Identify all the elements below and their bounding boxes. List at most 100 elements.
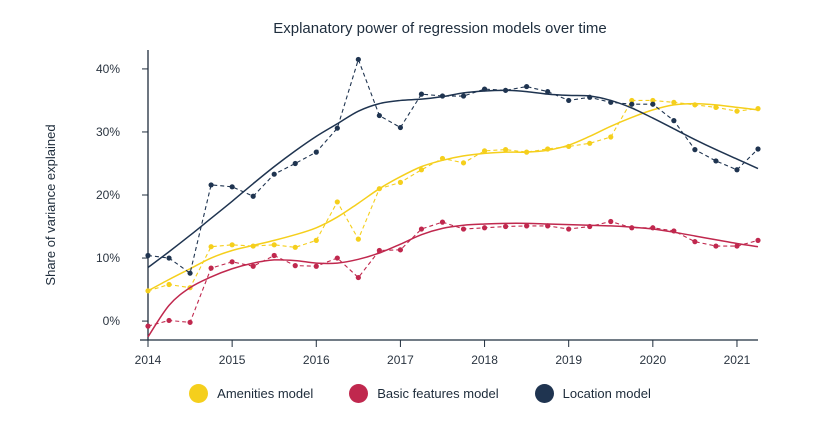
legend-swatch-location	[534, 384, 554, 403]
y-tick-label: 10%	[96, 251, 120, 265]
data-point-basic-features	[734, 243, 740, 249]
data-point-amenities	[439, 155, 446, 162]
data-point-basic-features	[692, 239, 698, 245]
data-point-amenities	[566, 143, 572, 150]
legend-item-basic-features[interactable]: Basic features model	[349, 384, 499, 403]
data-point-basic-features	[355, 274, 361, 281]
data-point-amenities	[208, 244, 214, 250]
data-point-basic-features	[502, 223, 509, 230]
data-point-basic-features	[545, 223, 551, 229]
data-point-basic-features	[671, 228, 677, 234]
data-point-location	[671, 118, 677, 124]
data-point-amenities	[713, 104, 719, 110]
data-point-location	[187, 270, 193, 276]
data-point-location	[502, 87, 509, 93]
data-point-basic-features	[608, 218, 614, 225]
data-point-amenities	[524, 149, 530, 155]
data-point-location	[145, 252, 151, 259]
data-point-basic-features	[208, 265, 214, 271]
data-point-location	[208, 182, 214, 188]
data-point-location	[545, 89, 551, 95]
data-point-location	[608, 99, 614, 105]
data-point-basic-features	[418, 226, 425, 232]
data-point-amenities	[734, 108, 740, 114]
data-point-location	[418, 91, 425, 97]
data-point-amenities	[397, 179, 404, 185]
legend-label-location: Location model	[562, 386, 651, 401]
data-point-location	[587, 94, 593, 100]
data-point-basic-features	[313, 263, 319, 269]
data-point-amenities	[292, 244, 298, 250]
data-point-amenities	[502, 147, 509, 153]
data-point-location	[460, 93, 467, 99]
legend-label-basic-features: Basic features model	[377, 386, 499, 401]
data-point-amenities	[545, 146, 551, 152]
data-point-basic-features	[376, 247, 382, 254]
data-point-basic-features	[334, 255, 340, 261]
data-point-basic-features	[187, 319, 193, 325]
y-axis-title: Share of variance explained	[43, 124, 58, 285]
data-point-location	[755, 146, 761, 152]
data-point-location	[292, 160, 298, 167]
data-point-location	[734, 167, 740, 173]
data-point-amenities	[313, 237, 319, 243]
data-point-basic-features	[460, 226, 467, 232]
data-point-basic-features	[755, 237, 761, 243]
series-line-basic-features	[147, 220, 759, 327]
data-point-amenities	[671, 99, 677, 105]
data-point-amenities	[418, 167, 425, 173]
data-point-basic-features	[397, 247, 404, 253]
trend-line-basic-features	[147, 222, 759, 338]
chart-title: Explanatory power of regression models o…	[273, 20, 607, 37]
data-point-amenities	[650, 97, 656, 104]
x-tick-label: 2016	[303, 353, 330, 367]
data-point-basic-features	[271, 252, 277, 259]
data-point-amenities	[587, 140, 593, 146]
data-point-amenities	[755, 106, 761, 112]
data-point-location	[376, 112, 382, 119]
data-point-amenities	[608, 134, 614, 140]
data-point-location	[271, 171, 277, 177]
data-point-location	[566, 97, 572, 104]
data-point-amenities	[166, 281, 172, 288]
data-point-amenities	[355, 236, 361, 242]
data-point-basic-features	[292, 263, 298, 269]
data-point-basic-features	[650, 225, 656, 231]
x-tick-label: 2014	[135, 353, 162, 367]
data-point-basic-features	[229, 259, 235, 265]
data-point-amenities	[250, 243, 256, 249]
data-point-basic-features	[250, 263, 256, 269]
data-point-basic-features	[524, 223, 530, 229]
y-tick-label: 0%	[103, 314, 121, 328]
data-point-basic-features	[166, 317, 172, 324]
data-point-basic-features	[587, 223, 593, 230]
data-point-basic-features	[145, 323, 151, 329]
data-point-amenities	[271, 242, 277, 248]
data-point-location	[355, 56, 361, 63]
data-point-amenities	[460, 160, 467, 166]
data-point-location	[229, 184, 235, 190]
series-line-location	[147, 57, 759, 275]
x-tick-label: 2018	[471, 353, 498, 367]
data-point-basic-features	[713, 243, 719, 249]
data-point-location	[439, 93, 446, 99]
data-point-location	[629, 101, 635, 107]
legend-swatch-amenities	[189, 384, 209, 403]
y-tick-label: 40%	[96, 62, 120, 76]
legend: Amenities model Basic features model Loc…	[0, 384, 840, 403]
data-point-amenities	[376, 186, 382, 192]
series-line-amenities	[147, 99, 759, 292]
data-point-location	[166, 255, 172, 261]
data-point-basic-features	[481, 225, 488, 231]
data-point-location	[524, 83, 530, 90]
data-point-location	[397, 124, 404, 131]
data-point-amenities	[692, 102, 698, 108]
legend-item-location[interactable]: Location model	[534, 384, 651, 403]
legend-item-amenities[interactable]: Amenities model	[189, 384, 313, 403]
trend-line-amenities	[147, 102, 759, 292]
data-point-location	[713, 158, 719, 164]
data-point-amenities	[481, 148, 488, 154]
data-point-basic-features	[566, 226, 572, 232]
data-point-amenities	[629, 97, 635, 104]
y-tick-label: 20%	[96, 188, 120, 202]
